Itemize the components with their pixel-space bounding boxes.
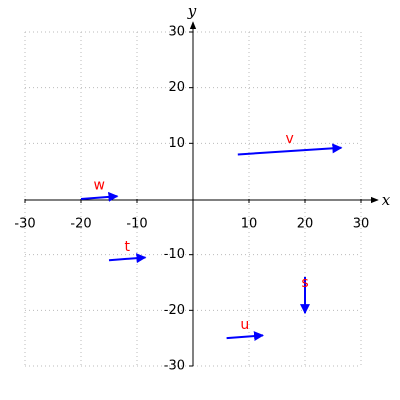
vector-label: v: [285, 131, 293, 147]
vector: [80, 191, 119, 202]
y-tick-label: 30: [168, 25, 185, 40]
y-tick-label: 10: [168, 136, 185, 151]
x-tick-label: -20: [70, 217, 91, 232]
x-tick-label: 20: [297, 217, 314, 232]
x-tick-label: -10: [126, 217, 147, 232]
vector: [226, 331, 264, 342]
x-tick-label: 10: [241, 217, 258, 232]
x-tick-label: -30: [14, 217, 35, 232]
x-axis-label: x: [382, 191, 391, 209]
vector-label: t: [124, 239, 130, 255]
x-tick-label: 30: [353, 217, 370, 232]
vector-label: s: [301, 275, 308, 291]
y-tick-label: 20: [168, 80, 185, 95]
vector: [237, 143, 343, 156]
y-tick-label: -10: [164, 247, 185, 262]
y-axis-label: y: [187, 2, 197, 20]
y-tick-label: -30: [164, 359, 185, 374]
vector-label: u: [240, 317, 249, 333]
vector: [108, 253, 147, 264]
vector-label: w: [93, 178, 104, 194]
y-tick-label: -20: [164, 303, 185, 318]
